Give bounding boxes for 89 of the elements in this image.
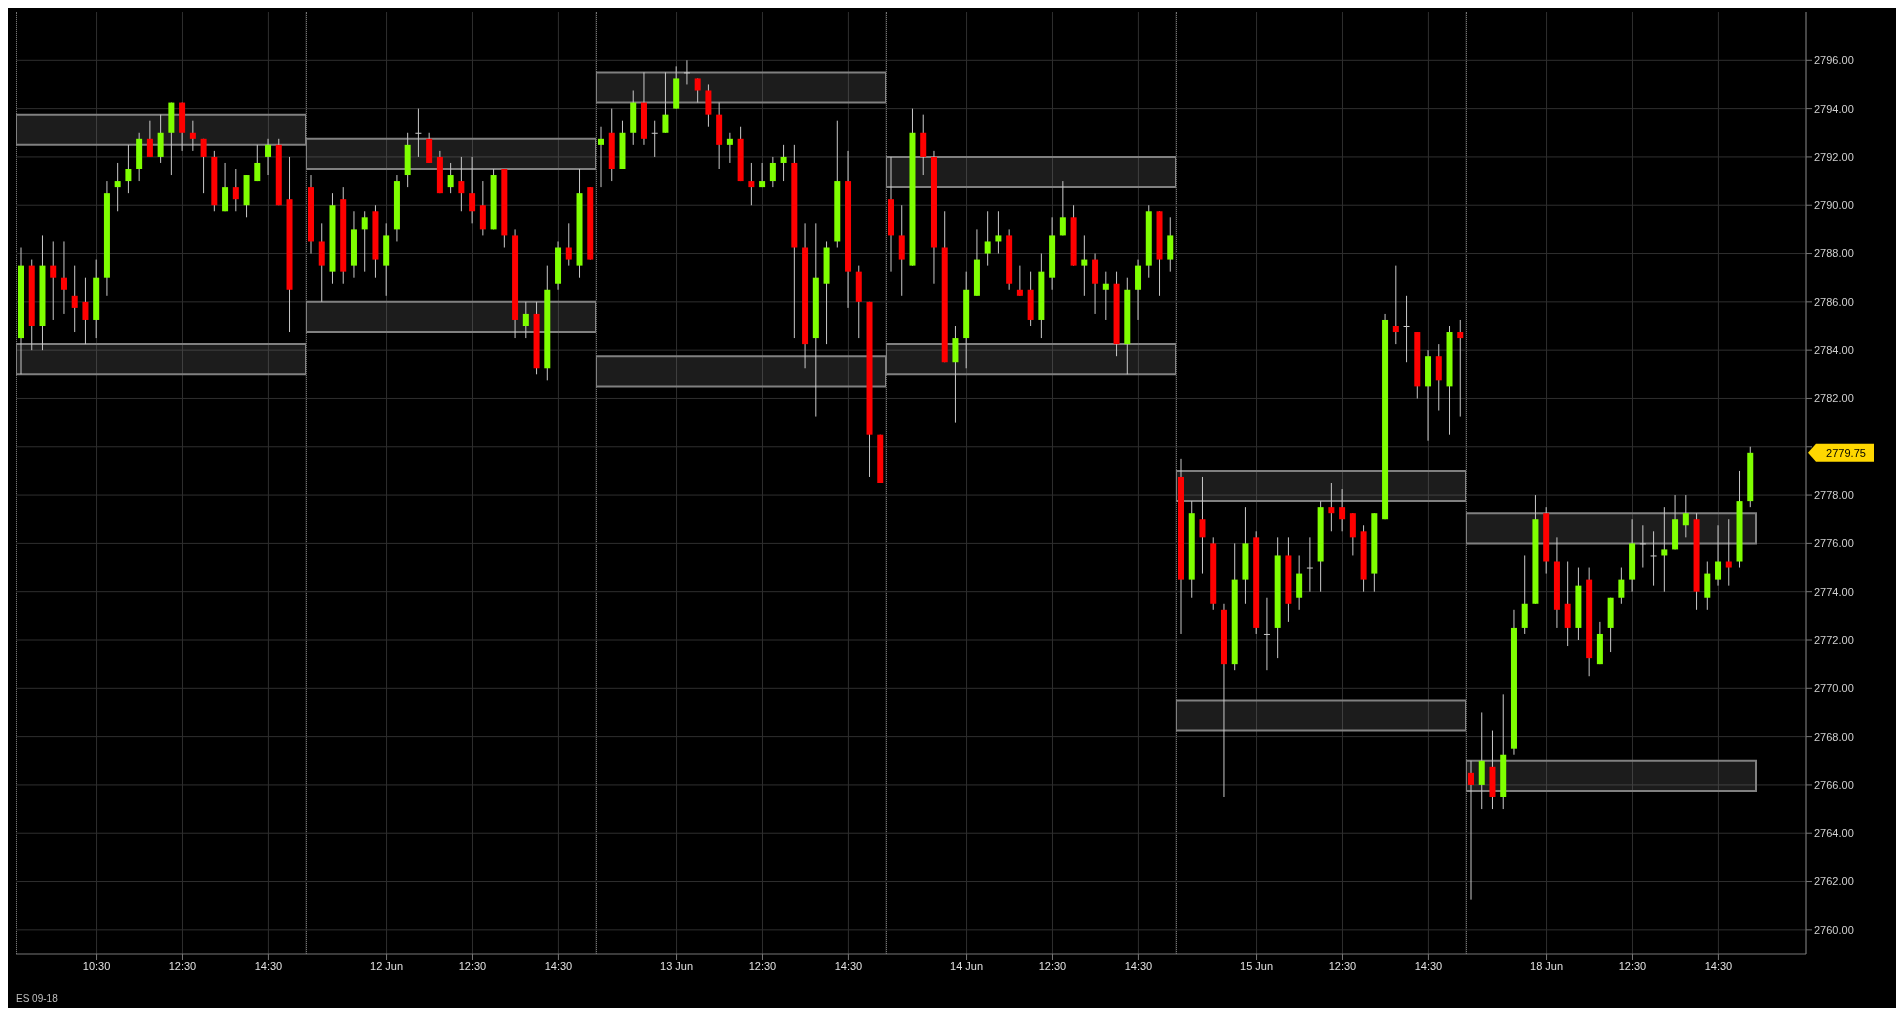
candlestick (1715, 524, 1722, 587)
y-tick-label: 2788.00 (1814, 247, 1854, 260)
candlestick (1639, 524, 1646, 569)
candlestick (726, 132, 733, 164)
x-tick-label: 12:30 (1328, 959, 1357, 972)
candlestick (1682, 494, 1689, 538)
candlestick (189, 120, 196, 152)
text: 2779.75 (1826, 446, 1866, 459)
candlestick (598, 126, 604, 188)
y-tick-label: 2776.00 (1814, 537, 1854, 550)
y-tick-label: 2774.00 (1814, 585, 1854, 598)
candlestick (60, 240, 67, 315)
candlestick (995, 210, 1002, 255)
x-tick-label: 10:30 (82, 959, 111, 972)
candlestick (125, 144, 132, 194)
candlestick (1661, 506, 1668, 593)
x-tick-label: 14:30 (1704, 959, 1733, 972)
candlestick (759, 162, 766, 188)
x-tick-label: 12:30 (458, 959, 487, 972)
y-tick-label: 2778.00 (1814, 488, 1854, 501)
candlestick (1339, 488, 1346, 532)
candlestick (694, 77, 701, 104)
text: ES 09-18 (16, 993, 58, 1004)
candlestick (769, 156, 776, 188)
candlestick (146, 120, 153, 158)
y-tick-label: 2796.00 (1814, 54, 1854, 67)
candlestick (780, 144, 787, 182)
y-tick-label: 2766.00 (1814, 778, 1854, 791)
candlestick (1328, 482, 1335, 532)
candlestick (71, 265, 78, 333)
candlestick (1457, 319, 1464, 418)
candlestick (565, 222, 572, 267)
x-tick-label: 14:30 (1124, 959, 1153, 972)
candlestick (683, 59, 690, 85)
candlestick (1725, 518, 1732, 587)
candlestick (232, 168, 239, 212)
candlestick (651, 120, 658, 158)
x-tick-label: 12:30 (168, 959, 197, 972)
x-tick-label: 12 Jun (370, 959, 404, 972)
x-tick-label: 13 Jun (660, 959, 694, 972)
y-tick-label: 2772.00 (1814, 633, 1854, 646)
y-tick-label: 2790.00 (1814, 199, 1854, 212)
candlestick (522, 301, 529, 339)
y-tick-label: 2784.00 (1814, 344, 1854, 357)
candlestick (662, 71, 669, 134)
y-tick-label: 2764.00 (1814, 827, 1854, 840)
candlestick (469, 156, 476, 224)
x-tick-label: 12:30 (1038, 959, 1067, 972)
candlestick (1263, 597, 1270, 671)
x-tick-label: 12:30 (748, 959, 777, 972)
candlestick (1081, 234, 1088, 297)
y-tick-label: 2792.00 (1814, 150, 1854, 163)
candlestick (200, 138, 207, 194)
candlestick (447, 162, 454, 194)
candlestick (254, 144, 261, 182)
y-tick-label: 2786.00 (1814, 295, 1854, 308)
x-tick-label: 15 Jun (1240, 959, 1274, 972)
y-tick-label: 2768.00 (1814, 730, 1854, 743)
candlestick (361, 210, 368, 273)
x-tick-label: 14:30 (834, 959, 863, 972)
candlestick (50, 240, 57, 321)
candlestick (1618, 567, 1625, 605)
candlestick (1199, 476, 1206, 575)
y-tick-label: 2770.00 (1814, 682, 1854, 695)
candlestick (1059, 180, 1066, 236)
y-tick-label: 2760.00 (1814, 923, 1854, 936)
y-tick-label: 2762.00 (1814, 875, 1854, 888)
candlestick (1650, 530, 1657, 587)
x-tick-label: 14 Jun (950, 959, 984, 972)
candlestick (1392, 265, 1399, 345)
candlestick (1306, 536, 1313, 593)
candlestick (1403, 295, 1410, 363)
candlestick (984, 210, 991, 267)
candlestick (114, 162, 121, 212)
x-tick-label: 18 Jun (1530, 959, 1564, 972)
x-tick-label: 14:30 (1414, 959, 1443, 972)
candlestick (1016, 265, 1023, 297)
x-tick-label: 14:30 (544, 959, 573, 972)
candlestick (1468, 760, 1474, 901)
x-tick-label: 12:30 (1618, 959, 1647, 972)
candlestick (82, 277, 89, 345)
candlestick (415, 108, 422, 158)
candlestick (265, 138, 272, 176)
candlestick (748, 162, 755, 206)
x-tick-label: 14:30 (254, 959, 283, 972)
y-tick-label: 2782.00 (1814, 392, 1854, 405)
candlestick (1102, 271, 1109, 321)
candlestick (458, 156, 465, 212)
y-tick-label: 2794.00 (1814, 102, 1854, 115)
